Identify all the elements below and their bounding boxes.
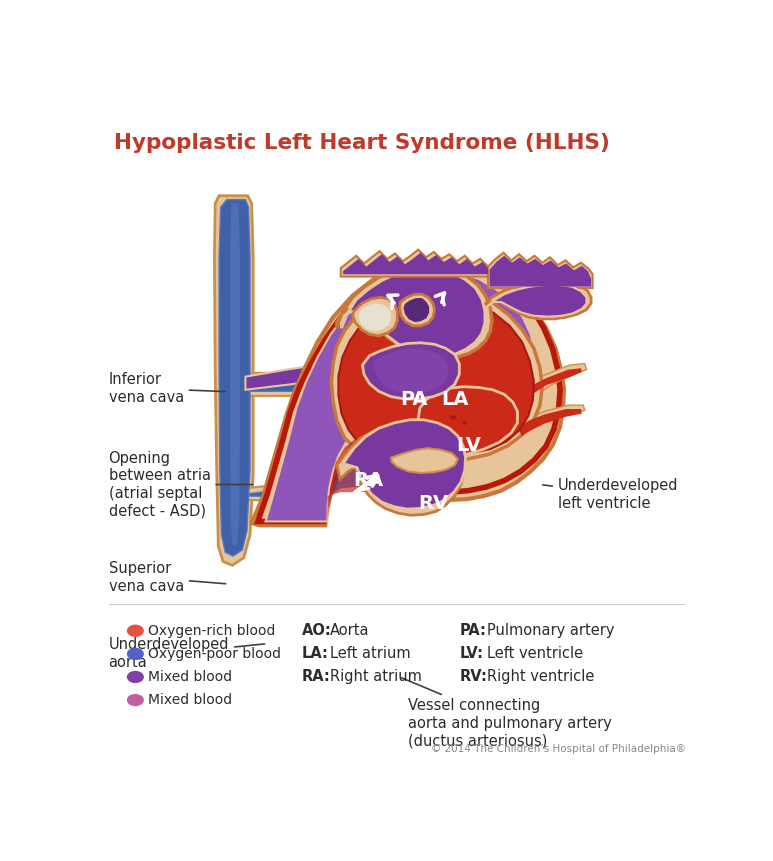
Ellipse shape xyxy=(127,647,144,660)
Polygon shape xyxy=(363,343,459,399)
Polygon shape xyxy=(214,195,254,566)
Polygon shape xyxy=(358,303,392,332)
Polygon shape xyxy=(245,480,322,502)
Polygon shape xyxy=(249,486,318,498)
Text: Right ventricle: Right ventricle xyxy=(487,670,594,684)
Polygon shape xyxy=(403,297,430,323)
Polygon shape xyxy=(518,369,582,404)
Text: Hypoplastic Left Heart Syndrome (HLHS): Hypoplastic Left Heart Syndrome (HLHS) xyxy=(114,133,610,152)
Polygon shape xyxy=(337,266,492,359)
Text: Mixed blood: Mixed blood xyxy=(148,670,232,684)
Polygon shape xyxy=(337,423,464,515)
Text: RV: RV xyxy=(419,494,449,513)
Polygon shape xyxy=(329,436,421,522)
Text: Oxygen-poor blood: Oxygen-poor blood xyxy=(148,647,281,661)
Polygon shape xyxy=(515,363,587,404)
Polygon shape xyxy=(343,420,465,509)
Text: Right atrium: Right atrium xyxy=(330,670,422,684)
Polygon shape xyxy=(391,449,458,473)
Polygon shape xyxy=(352,297,397,336)
Text: LV:: LV: xyxy=(459,647,483,661)
Polygon shape xyxy=(245,373,343,396)
Text: © 2014 The Children’s Hospital of Philadelphia®: © 2014 The Children’s Hospital of Philad… xyxy=(431,744,686,754)
Text: Left atrium: Left atrium xyxy=(330,647,410,661)
Polygon shape xyxy=(328,435,430,522)
Polygon shape xyxy=(245,365,322,390)
Text: RA:: RA: xyxy=(302,670,331,684)
Polygon shape xyxy=(484,282,591,319)
Text: Underdeveloped
aorta: Underdeveloped aorta xyxy=(108,637,264,670)
Polygon shape xyxy=(341,250,488,276)
Text: RA: RA xyxy=(352,471,383,490)
Polygon shape xyxy=(219,200,250,556)
Text: PA: PA xyxy=(400,390,428,409)
Text: Left ventricle: Left ventricle xyxy=(487,647,584,661)
Polygon shape xyxy=(518,409,582,436)
Text: RV:: RV: xyxy=(459,670,487,684)
Text: LV: LV xyxy=(456,437,481,455)
Text: Aorta: Aorta xyxy=(330,623,369,638)
Ellipse shape xyxy=(127,694,144,706)
Ellipse shape xyxy=(450,415,456,420)
Text: Vessel connecting
aorta and pulmonary artery
(ductus arteriosus): Vessel connecting aorta and pulmonary ar… xyxy=(402,678,612,748)
Text: AO:: AO: xyxy=(302,623,332,638)
Polygon shape xyxy=(339,296,533,459)
Text: LA:: LA: xyxy=(302,647,329,661)
Polygon shape xyxy=(342,269,485,356)
Ellipse shape xyxy=(127,624,144,637)
Polygon shape xyxy=(343,252,488,275)
Polygon shape xyxy=(487,285,587,317)
Polygon shape xyxy=(252,263,564,525)
Text: Mixed blood: Mixed blood xyxy=(148,693,232,707)
Polygon shape xyxy=(489,256,591,287)
Polygon shape xyxy=(418,387,517,459)
Ellipse shape xyxy=(462,421,467,424)
Ellipse shape xyxy=(127,671,144,683)
Polygon shape xyxy=(266,271,536,522)
Polygon shape xyxy=(488,252,593,288)
Text: Opening
between atria
(atrial septal
defect - ASD): Opening between atria (atrial septal def… xyxy=(108,451,253,518)
Polygon shape xyxy=(373,349,448,393)
Polygon shape xyxy=(332,286,542,461)
Polygon shape xyxy=(407,454,431,471)
Text: Inferior
vena cava: Inferior vena cava xyxy=(108,372,226,405)
Text: PA:: PA: xyxy=(459,623,486,638)
Text: Pulmonary artery: Pulmonary artery xyxy=(487,623,615,638)
Polygon shape xyxy=(249,377,340,391)
Text: Oxygen-rich blood: Oxygen-rich blood xyxy=(148,623,275,638)
Text: Underdeveloped
left ventricle: Underdeveloped left ventricle xyxy=(543,478,679,511)
Polygon shape xyxy=(515,406,585,435)
Text: Superior
vena cava: Superior vena cava xyxy=(108,561,226,593)
Polygon shape xyxy=(230,203,240,546)
Polygon shape xyxy=(400,294,434,325)
Text: LA: LA xyxy=(441,390,468,409)
